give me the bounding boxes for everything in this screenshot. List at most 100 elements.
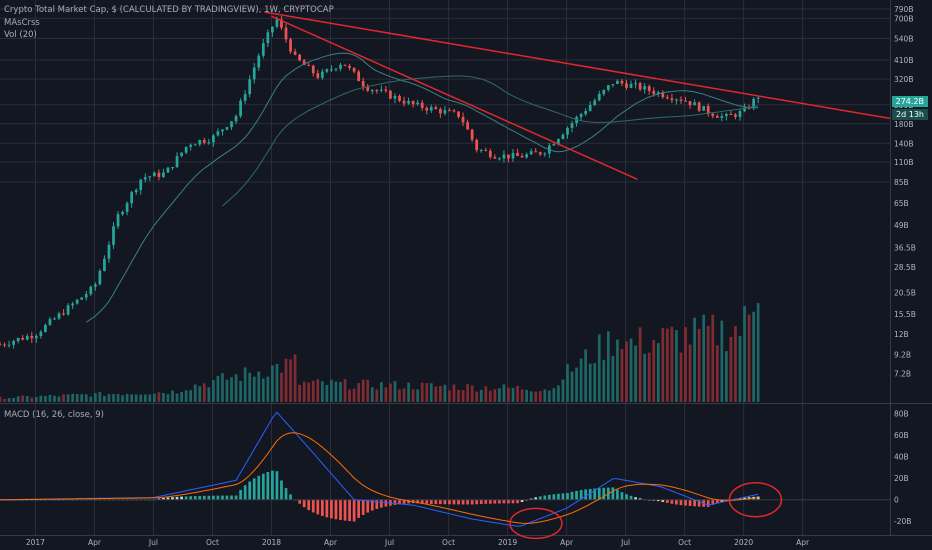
macd-histogram-bar bbox=[488, 499, 492, 504]
volume-bar bbox=[71, 393, 75, 402]
macd-histogram-bar bbox=[679, 499, 683, 506]
candle-body bbox=[44, 324, 47, 332]
candle-body bbox=[629, 83, 633, 88]
volume-bar bbox=[121, 395, 124, 402]
grid-lines bbox=[0, 0, 932, 536]
candle-body bbox=[434, 107, 438, 110]
countdown-badge: 2d 13h bbox=[892, 109, 928, 120]
volume-bar bbox=[529, 391, 533, 402]
volume-bar bbox=[493, 389, 497, 402]
macd-histogram-bar bbox=[584, 489, 588, 500]
volume-bar bbox=[361, 379, 365, 402]
volume-bar bbox=[62, 394, 65, 402]
macd-histogram-bar bbox=[457, 499, 460, 505]
macd-histogram-bar bbox=[461, 499, 465, 505]
volume-bar bbox=[638, 327, 642, 402]
macd-histogram-bar bbox=[166, 497, 170, 500]
volume-bar bbox=[566, 363, 569, 402]
vol-label: Vol (20) bbox=[4, 30, 37, 40]
candle-body bbox=[189, 144, 193, 147]
macd-histogram-bar bbox=[379, 499, 383, 508]
candle-body bbox=[357, 71, 361, 82]
volume-bar bbox=[275, 363, 279, 402]
macd-histogram-bar bbox=[261, 473, 265, 500]
candle-body bbox=[352, 67, 356, 72]
price-axis-tick: 110B bbox=[894, 158, 913, 167]
volume-bar bbox=[243, 367, 247, 402]
volume-bar bbox=[597, 334, 601, 402]
candle-body bbox=[39, 331, 43, 337]
candle-body bbox=[675, 99, 678, 101]
candle-body bbox=[393, 95, 397, 99]
candle-body bbox=[747, 107, 751, 109]
macd-histogram-bar bbox=[670, 499, 674, 504]
volume-bar bbox=[466, 384, 469, 402]
candle-body bbox=[75, 299, 79, 304]
volume-bar bbox=[543, 389, 547, 402]
volume-bar bbox=[352, 388, 356, 402]
volume-axis-tick: 20.5B bbox=[894, 288, 916, 297]
volume-bar bbox=[411, 389, 415, 402]
macd-histogram-bar bbox=[611, 487, 615, 500]
volume-bar bbox=[715, 345, 719, 402]
volume-bar bbox=[575, 367, 578, 402]
macd-histogram-bar bbox=[271, 470, 274, 500]
macd-histogram-bar bbox=[697, 499, 701, 507]
macd-histogram-bar bbox=[216, 495, 220, 500]
macd-pane bbox=[0, 411, 890, 527]
macd-histogram-bar bbox=[602, 487, 606, 500]
candle-body bbox=[597, 93, 601, 101]
volume-bar bbox=[234, 374, 238, 402]
candle-body bbox=[193, 144, 197, 146]
volume-bar bbox=[620, 349, 624, 402]
volume-bar bbox=[298, 384, 301, 402]
volume-bar bbox=[488, 390, 492, 402]
macd-histogram-bar bbox=[248, 481, 252, 500]
volume-axis-tick: 15.5B bbox=[894, 310, 916, 319]
candle-body bbox=[656, 92, 660, 94]
price-axis-tick: 320B bbox=[894, 75, 913, 84]
volume-bar bbox=[134, 394, 138, 402]
price-axis-tick: 700B bbox=[894, 14, 913, 23]
volume-bar bbox=[588, 363, 592, 402]
macd-histogram-bar bbox=[625, 494, 628, 500]
candle-body bbox=[212, 135, 215, 143]
candle-body bbox=[602, 89, 606, 94]
candle-body bbox=[261, 43, 265, 56]
macd-histogram-bar bbox=[561, 493, 565, 500]
volume-bar bbox=[734, 326, 737, 402]
ma-long-line bbox=[222, 75, 759, 207]
volume-bar bbox=[212, 380, 215, 402]
volume-bar bbox=[34, 397, 38, 402]
volume-bar bbox=[561, 379, 565, 402]
macd-histogram-bar bbox=[330, 499, 333, 519]
volume-axis-tick: 36.5B bbox=[894, 244, 916, 253]
candle-body bbox=[706, 106, 710, 114]
candle-body bbox=[275, 19, 279, 27]
volume-bar bbox=[688, 344, 692, 402]
macd-histogram-bar bbox=[479, 499, 483, 505]
macd-histogram-bar bbox=[475, 499, 479, 505]
candle-body bbox=[734, 114, 737, 117]
volume-bar bbox=[634, 345, 637, 402]
candle-body bbox=[647, 86, 651, 91]
macd-histogram-bar bbox=[498, 499, 501, 504]
macd-histogram-bar bbox=[302, 499, 306, 508]
candle-body bbox=[429, 107, 433, 111]
candle-body bbox=[439, 109, 442, 114]
volume-bar bbox=[157, 392, 161, 402]
last-price-badge: 274.2B bbox=[891, 96, 928, 107]
volume-bar bbox=[261, 378, 265, 402]
macd-histogram-bar bbox=[675, 499, 678, 505]
candle-body bbox=[652, 90, 656, 94]
macd-histogram-bar bbox=[175, 496, 179, 500]
macd-histogram-bar bbox=[234, 495, 238, 500]
time-axis-tick: Oct bbox=[678, 538, 691, 547]
volume-axis-tick: 49B bbox=[894, 221, 909, 230]
candle-body bbox=[543, 153, 547, 155]
candle-body bbox=[157, 172, 161, 177]
volume-bar bbox=[112, 394, 115, 402]
candle-body bbox=[470, 129, 474, 140]
volume-bar bbox=[629, 338, 633, 402]
volume-bar bbox=[266, 376, 270, 402]
